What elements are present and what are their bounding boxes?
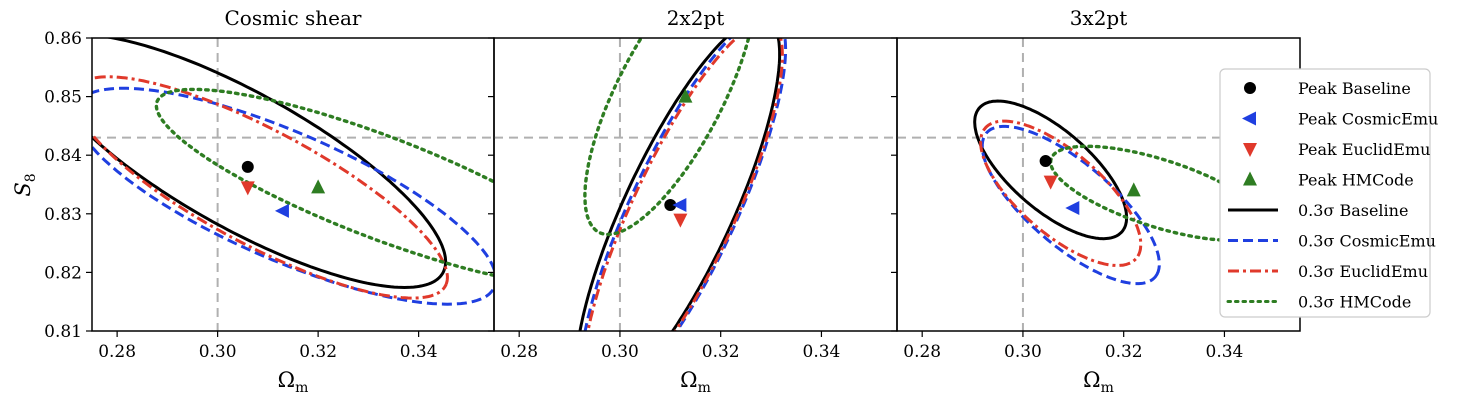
x-axis-label: Ωm: [680, 368, 711, 396]
legend-entry: 0.3σ EuclidEmu: [1228, 262, 1428, 281]
x-tick-label: 0.32: [702, 342, 740, 362]
contour-baseline: [92, 38, 448, 290]
legend: Peak Baseline Peak CosmicEmu Peak EuclidEm…: [1219, 68, 1438, 318]
legend-label: 0.3σ HMCode: [1298, 293, 1411, 312]
contour-cosmicemu: [980, 124, 1161, 286]
x-tick-label: 0.28: [98, 342, 136, 362]
panels-layer: 0.28 0.30 0.32 0.34 0.81 0.82 0.83 0.84 0.85 0.86…: [44, 6, 1301, 396]
legend-marker-triangle-up: [1243, 171, 1257, 186]
x-tick-label: 0.34: [400, 342, 438, 362]
x-tick-label: 0.32: [299, 342, 337, 362]
legend-entry: Peak CosmicEmu: [1242, 110, 1438, 129]
contour-hmcode: [583, 38, 751, 237]
y-tick-label: 0.83: [44, 205, 82, 225]
peak-marker-euclidemu: [673, 213, 688, 228]
contour-euclidemu: [92, 75, 449, 300]
legend-label: Peak EuclidEmu: [1298, 140, 1430, 159]
y-tick-label: 0.81: [44, 322, 82, 342]
peak-marker-baseline: [241, 160, 254, 173]
legend-box: [1219, 68, 1431, 318]
peak-marker-cosmicemu: [274, 203, 289, 218]
peak-marker-baseline: [1039, 155, 1052, 168]
y-tick-label: 0.86: [44, 29, 82, 49]
contour-euclidemu: [586, 38, 784, 331]
peak-marker-cosmicemu: [1065, 200, 1080, 215]
panel-1: 0.28 0.30 0.32 0.34 0.81 0.82 0.83 0.84 0.85 0.86…: [44, 6, 495, 396]
y-tick-label: 0.82: [44, 263, 82, 283]
x-tick-label: 0.34: [803, 342, 841, 362]
legend-entry: Peak EuclidEmu: [1243, 140, 1430, 159]
legend-entry: Peak HMCode: [1243, 171, 1414, 190]
y-axis-label: S8: [11, 173, 39, 196]
y-tick-label: 0.85: [44, 88, 82, 108]
legend-label: 0.3σ Baseline: [1298, 201, 1408, 220]
legend-label: Peak HMCode: [1298, 171, 1414, 190]
legend-marker-triangle-down: [1243, 143, 1257, 157]
plot-area: [92, 38, 494, 331]
legend-label: Peak Baseline: [1298, 79, 1411, 98]
contour-baseline: [973, 99, 1129, 241]
panel-title: Cosmic shear: [225, 6, 362, 30]
peak-marker-hmcode: [311, 179, 326, 194]
peak-marker-euclidemu: [1043, 175, 1058, 190]
contour-hmcode: [154, 87, 494, 278]
panel-title: 2x2pt: [667, 6, 725, 30]
panel-3: 0.28 0.30 0.32 0.34 3x2pt Ωm: [891, 6, 1301, 396]
legend-label: 0.3σ EuclidEmu: [1298, 262, 1428, 281]
legend-entry: 0.3σ Baseline: [1228, 201, 1408, 220]
x-tick-label: 0.30: [199, 342, 237, 362]
peak-marker-hmcode: [678, 88, 693, 103]
contour-cosmicemu: [92, 86, 494, 306]
x-axis-label: Ωm: [278, 368, 309, 396]
x-axis-label: Ωm: [1083, 368, 1114, 396]
legend-label: Peak CosmicEmu: [1298, 110, 1438, 129]
legend-entry: 0.3σ HMCode: [1226, 293, 1411, 312]
y-tick-label: 0.84: [44, 146, 82, 166]
peak-marker-euclidemu: [240, 181, 255, 196]
legend-label: 0.3σ CosmicEmu: [1298, 232, 1436, 251]
peak-marker-hmcode: [1126, 182, 1141, 197]
contour-euclidemu: [979, 119, 1143, 267]
panel-title: 3x2pt: [1070, 6, 1128, 30]
x-tick-label: 0.34: [1206, 342, 1244, 362]
legend-entry: 0.3σ CosmicEmu: [1228, 232, 1436, 251]
legend-marker-triangle-left: [1242, 111, 1256, 126]
peak-marker-baseline: [664, 199, 677, 212]
x-tick-label: 0.32: [1105, 342, 1143, 362]
x-tick-label: 0.30: [601, 342, 639, 362]
contour-baseline: [578, 38, 782, 331]
x-tick-label: 0.30: [1004, 342, 1042, 362]
x-tick-label: 0.28: [500, 342, 538, 362]
peak-marker-cosmicemu: [672, 198, 687, 213]
legend-entry: Peak Baseline: [1244, 79, 1411, 98]
panel-2: 0.28 0.30 0.32 0.34 2x2pt Ωm: [488, 6, 898, 396]
plot-area: [897, 38, 1300, 331]
plot-area: [494, 38, 897, 331]
legend-marker-circle: [1244, 82, 1256, 94]
x-tick-label: 0.28: [903, 342, 941, 362]
